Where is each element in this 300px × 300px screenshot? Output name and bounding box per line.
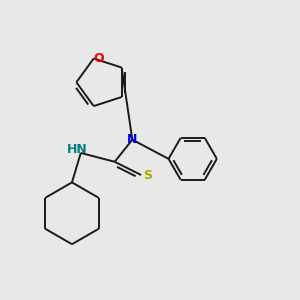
Text: O: O [94, 52, 104, 65]
Text: HN: HN [67, 143, 88, 157]
Text: N: N [127, 133, 137, 146]
Text: S: S [143, 169, 152, 182]
